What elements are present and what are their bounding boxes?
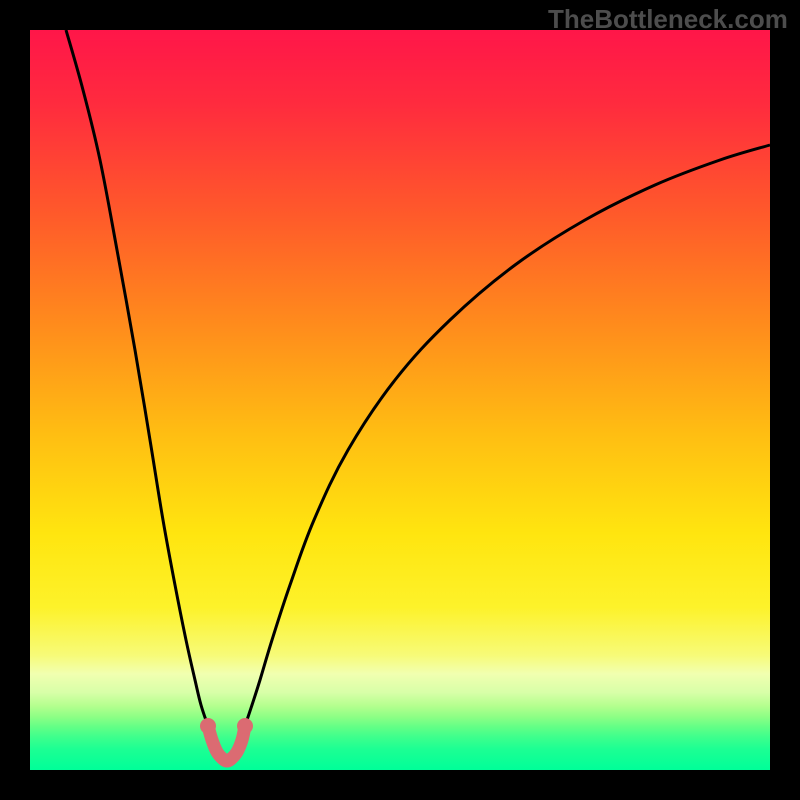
plot-background (30, 30, 770, 770)
bottleneck-chart (0, 0, 800, 800)
valley-marker-dot-left (200, 718, 216, 734)
valley-marker-dot-right (237, 718, 253, 734)
watermark-text: TheBottleneck.com (548, 4, 788, 35)
